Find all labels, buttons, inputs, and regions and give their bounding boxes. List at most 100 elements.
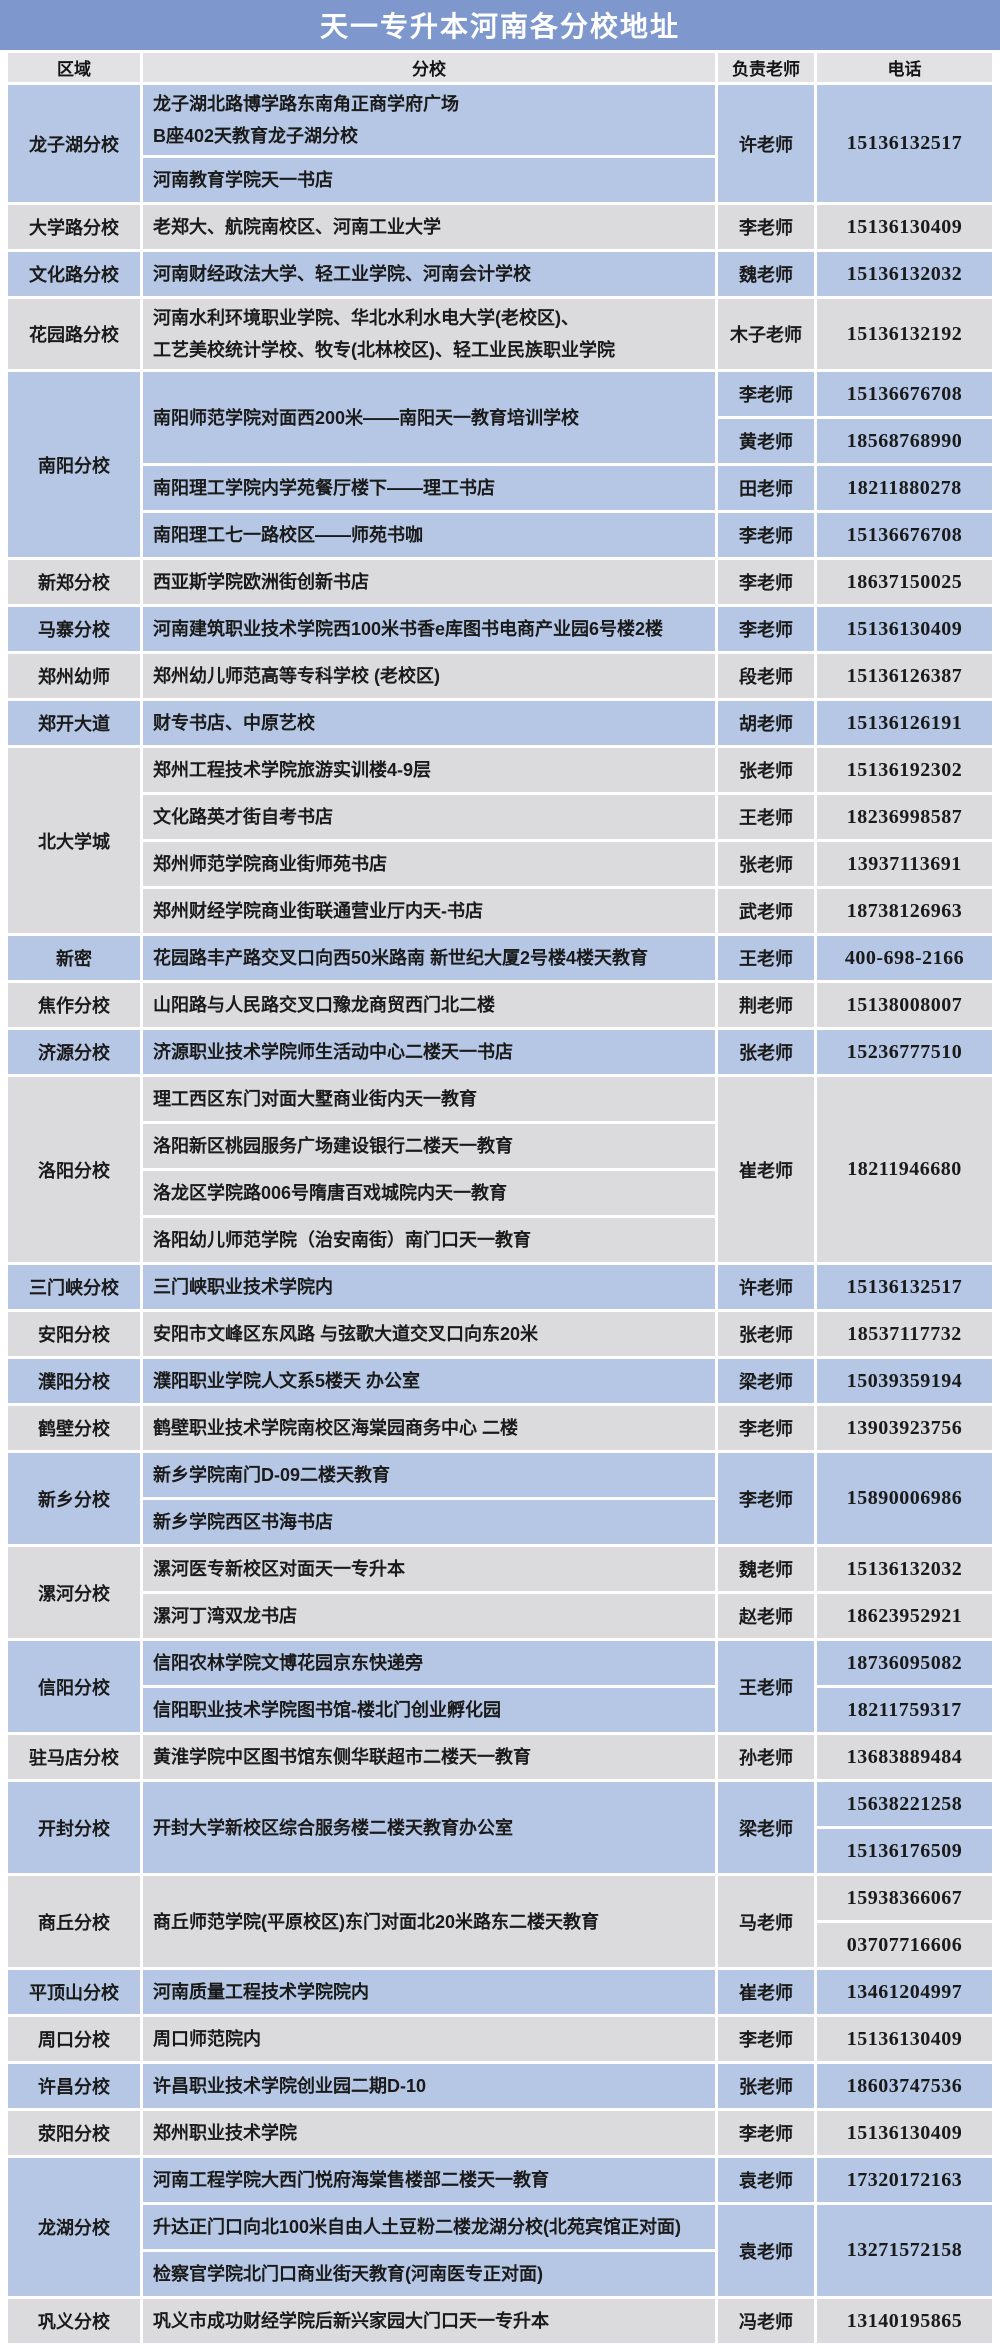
phone-cell: 15136130409 [817,607,992,651]
region-cell: 焦作分校 [8,983,140,1027]
region-cell: 商丘分校 [8,1876,140,1967]
phone-cell: 15136132032 [817,1547,992,1591]
phone-cell: 15138008007 [817,983,992,1027]
table-row: 商丘分校 商丘师范学院(平原校区)东门对面北20米路东二楼天教育 马老师 159383… [8,1876,992,1967]
teacher-cell: 李老师 [718,1406,814,1450]
region-cell: 三门峡分校 [8,1265,140,1309]
branch-address-table-wrap: 区域 分校 负责老师 电话 龙子湖分校 龙子湖北路博学路东南角正商学府广场 B座4… [0,50,1000,2350]
branch-cell: 河南财经政法大学、轻工业学院、河南会计学校 [143,252,715,296]
table-row: 文化路英才街自考书店 王老师 18236998587 [8,795,992,839]
region-cell: 文化路分校 [8,252,140,296]
region-cell: 平顶山分校 [8,1970,140,2014]
region-cell: 大学路分校 [8,205,140,249]
branch-cell: 开封大学新校区综合服务楼二楼天教育办公室 [143,1782,715,1873]
table-row: 郑州幼师 郑州幼儿师范高等专科学校 (老校区) 段老师 15136126387 [8,654,992,698]
phone-cell: 15039359194 [817,1359,992,1403]
phone-cell: 15136176509 [817,1829,992,1873]
phone-cell: 18537117732 [817,1312,992,1356]
page-title: 天一专升本河南各分校地址 [0,0,1000,50]
branch-cell: 南阳理工学院内学苑餐厅楼下——理工书店 [143,466,715,510]
branch-cell: 花园路丰产路交叉口向西50米路南 新世纪大厦2号楼4楼天教育 [143,936,715,980]
phone-cell: 15136130409 [817,2017,992,2061]
region-cell: 洛阳分校 [8,1077,140,1262]
column-header-branch: 分校 [143,53,715,82]
column-header-phone: 电话 [817,53,992,82]
branch-cell: 河南质量工程技术学院院内 [143,1970,715,2014]
phone-cell: 15236777510 [817,1030,992,1074]
branch-cell: 洛龙区学院路006号隋唐百戏城院内天一教育 [143,1171,715,1215]
table-row: 信阳分校 信阳农林学院文博花园京东快递旁 王老师 18736095082 [8,1641,992,1732]
phone-cell: 15136132032 [817,252,992,296]
region-cell: 新乡分校 [8,1453,140,1544]
phone-cell: 18603747536 [817,2064,992,2108]
table-row: 南阳理工七一路校区——师苑书咖 李老师 15136676708 [8,513,992,557]
phone-cell: 15136132517 [817,1265,992,1309]
region-cell: 马寨分校 [8,607,140,651]
teacher-cell: 荆老师 [718,983,814,1027]
region-cell: 龙子湖分校 [8,85,140,202]
teacher-cell: 田老师 [718,466,814,510]
teacher-cell: 李老师 [718,1453,814,1544]
branch-cell: 济源职业技术学院师生活动中心二楼天一书店 [143,1030,715,1074]
region-cell: 济源分校 [8,1030,140,1074]
table-row: 南阳理工学院内学苑餐厅楼下——理工书店 田老师 18211880278 [8,466,992,510]
branch-cell: 山阳路与人民路交叉口豫龙商贸西门北二楼 [143,983,715,1027]
table-row: 河南教育学院天一书店 [8,158,992,202]
teacher-cell: 张老师 [718,1312,814,1356]
teacher-cell: 马老师 [718,1876,814,1967]
teacher-cell: 李老师 [718,205,814,249]
table-row: 郑州师范学院商业街师苑书店 张老师 13937113691 [8,842,992,886]
phone-cell: 18738126963 [817,889,992,933]
teacher-cell: 胡老师 [718,701,814,745]
table-row: 洛龙区学院路006号隋唐百戏城院内天一教育 [8,1171,992,1215]
teacher-cell: 张老师 [718,2064,814,2108]
header-row: 区域 分校 负责老师 电话 [8,53,992,82]
teacher-cell: 魏老师 [718,252,814,296]
teacher-cell: 孙老师 [718,1735,814,1779]
phone-cell: 13903923756 [817,1406,992,1450]
teacher-cell: 李老师 [718,2111,814,2155]
branch-cell: 理工西区东门对面大墅商业街内天一教育 [143,1077,715,1121]
table-row: 升达正门口向北100米自由人土豆粉二楼龙湖分校(北苑宾馆正对面) 袁老师 13271… [8,2205,992,2296]
table-row: 平顶山分校 河南质量工程技术学院院内 崔老师 13461204997 [8,1970,992,2014]
phone-cell: 13271572158 [817,2205,992,2296]
table-row: 新乡分校 新乡学院南门D-09二楼天教育 李老师 15890006986 [8,1453,992,1544]
phone-cell: 15136132192 [817,299,992,369]
teacher-cell: 李老师 [718,607,814,651]
phone-cell: 15136126387 [817,654,992,698]
phone-cell: 15136126191 [817,701,992,745]
branch-cell: 信阳农林学院文博花园京东快递旁 [143,1641,715,1685]
region-cell: 郑州幼师 [8,654,140,698]
table-row: 龙湖分校 河南工程学院大西门悦府海棠售楼部二楼天一教育 袁老师 17320172163 [8,2158,992,2296]
teacher-cell: 张老师 [718,1030,814,1074]
table-row: 新郑分校 西亚斯学院欧洲街创新书店 李老师 18637150025 [8,560,992,604]
phone-cell: 18211759317 [817,1688,992,1732]
branch-cell: 西亚斯学院欧洲街创新书店 [143,560,715,604]
table-row: 濮阳分校 濮阳职业学院人文系5楼天 办公室 梁老师 15039359194 [8,1359,992,1403]
teacher-cell: 魏老师 [718,1547,814,1591]
table-row: 15136176509 [8,1829,992,1873]
branch-cell: 新乡学院南门D-09二楼天教育 [143,1453,715,1497]
table-row: 洛阳幼儿师范学院（治安南街）南门口天一教育 [8,1218,992,1262]
branch-cell: 黄淮学院中区图书馆东侧华联超市二楼天一教育 [143,1735,715,1779]
phone-cell: 15136130409 [817,205,992,249]
branch-cell: 河南工程学院大西门悦府海棠售楼部二楼天一教育 [143,2158,715,2202]
region-cell: 许昌分校 [8,2064,140,2108]
teacher-cell: 王老师 [718,936,814,980]
phone-cell: 15890006986 [817,1453,992,1544]
table-row: 鹤壁分校 鹤壁职业技术学院南校区海棠园商务中心 二楼 李老师 13903923756 [8,1406,992,1450]
phone-cell: 13140195865 [817,2299,992,2343]
teacher-cell: 梁老师 [718,1782,814,1873]
branch-cell: 河南水利环境职业学院、华北水利水电大学(老校区)、 工艺美校统计学校、牧专(北林… [143,299,715,369]
branch-cell: 郑州职业技术学院 [143,2111,715,2155]
phone-cell: 17320172163 [817,2158,992,2202]
region-cell: 荥阳分校 [8,2111,140,2155]
table-row: 三门峡分校 三门峡职业技术学院内 许老师 15136132517 [8,1265,992,1309]
phone-cell: 15136192302 [817,748,992,792]
region-cell: 南阳分校 [8,372,140,557]
phone-cell: 15638221258 [817,1782,992,1826]
table-row: 文化路分校 河南财经政法大学、轻工业学院、河南会计学校 魏老师 15136132032 [8,252,992,296]
branch-address-table: 区域 分校 负责老师 电话 龙子湖分校 龙子湖北路博学路东南角正商学府广场 B座4… [5,50,995,2346]
branch-cell: 鹤壁职业技术学院南校区海棠园商务中心 二楼 [143,1406,715,1450]
branch-cell: 河南建筑职业技术学院西100米书香e库图书电商产业园6号楼2楼 [143,607,715,651]
